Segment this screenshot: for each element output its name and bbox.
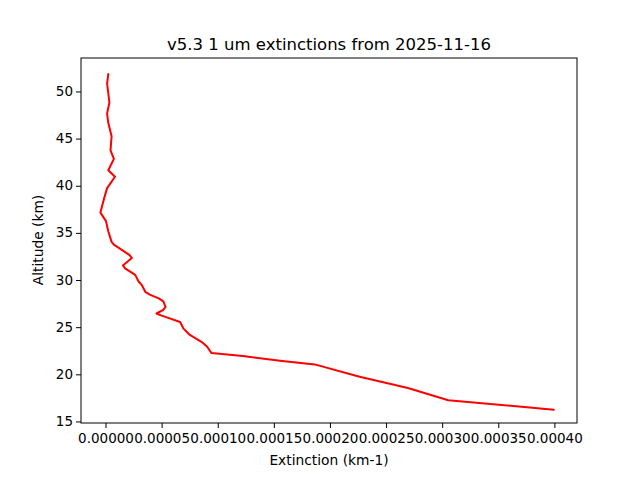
x-tick-label: 0.00040 (527, 432, 583, 446)
x-tick-label: 0.00010 (190, 432, 246, 446)
y-tick-label: 35 (56, 226, 73, 240)
y-tick-label: 15 (56, 415, 73, 429)
x-tick-label: 0.00025 (359, 432, 415, 446)
x-tick-label: 0.00000 (78, 432, 134, 446)
x-tick-label: 0.00005 (134, 432, 190, 446)
y-tick-label: 20 (56, 367, 73, 381)
extinction-line (100, 74, 553, 410)
y-tick-label: 40 (56, 179, 73, 193)
matplotlib-figure: v5.3 1 um extinctions from 2025-11-16 Al… (0, 0, 640, 480)
y-tick-label: 25 (56, 320, 73, 334)
y-tick-label: 50 (56, 85, 73, 99)
x-tick-label: 0.00030 (415, 432, 471, 446)
x-tick-label: 0.00020 (303, 432, 359, 446)
plot-area (0, 0, 640, 480)
x-tick-label: 0.00035 (471, 432, 527, 446)
x-tick-label: 0.00015 (246, 432, 302, 446)
y-tick-label: 45 (56, 132, 73, 146)
y-tick-label: 30 (56, 273, 73, 287)
